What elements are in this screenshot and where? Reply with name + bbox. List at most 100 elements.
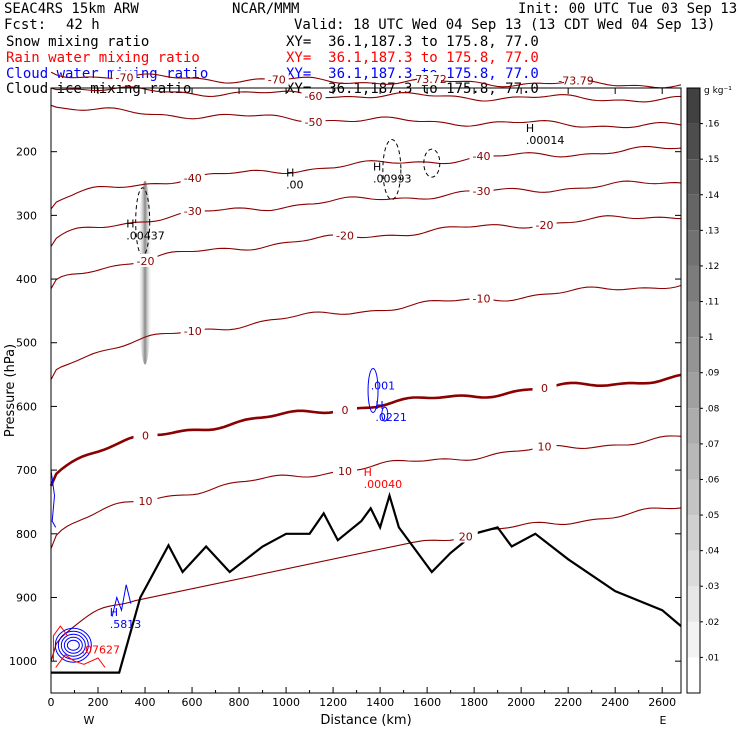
- isotherm-label-bg: [453, 529, 478, 543]
- isotherm-label: -20: [536, 219, 554, 232]
- isotherm-label: -70: [116, 72, 134, 85]
- isotherm-label-bg: [469, 149, 494, 163]
- colorbar-cell: [687, 88, 700, 124]
- isotherm-label: -73.72: [411, 73, 446, 86]
- terrain-line: [51, 491, 682, 674]
- y-tick-label: 200: [16, 146, 37, 159]
- center-name: NCAR/MMM: [232, 1, 300, 17]
- y-tick-label: 1000: [9, 655, 37, 668]
- colorbar-tick-label: .03: [705, 582, 719, 592]
- max-marker: H: [286, 167, 294, 180]
- colorbar-tick-label: .13: [705, 226, 719, 236]
- terrain-profile: [51, 491, 682, 674]
- x-end-label-east: E: [660, 714, 667, 727]
- cloud-water-contour: [54, 627, 92, 663]
- x-tick-label: 1200: [319, 696, 347, 709]
- colorbar-cell: [687, 230, 700, 266]
- cloud-ice-contour: [382, 139, 402, 201]
- x-tick-label: 600: [182, 696, 203, 709]
- isotherm-label: -10: [184, 325, 202, 338]
- isotherm-label-bg: [133, 493, 158, 507]
- max-value: .00040: [364, 478, 403, 491]
- x-tick-label: 1600: [413, 696, 441, 709]
- colorbar-tick-label: .15: [705, 155, 719, 165]
- colorbar-tick-label: .12: [705, 262, 719, 272]
- y-axis-label: Pressure (hPa): [3, 344, 18, 437]
- max-marker: H: [110, 606, 118, 619]
- isotherm-20: [50, 507, 682, 662]
- init-time: Init: 00 UTC Tue 03 Sep 13: [518, 1, 738, 17]
- y-tick-label: 700: [16, 464, 37, 477]
- x-tick-label: 1000: [272, 696, 300, 709]
- isotherm-label: -20: [336, 230, 354, 243]
- y-tick-label: 600: [16, 400, 37, 413]
- isotherm-label-bg: [469, 291, 494, 305]
- cloud-water-contour: [60, 633, 86, 657]
- max-value: .00014: [526, 134, 565, 147]
- isotherm-m30: [50, 180, 682, 247]
- colorbar-tick-label: .08: [705, 404, 720, 414]
- max-marker: H: [373, 160, 381, 173]
- plot-frame: [50, 87, 682, 694]
- isotherm-label-bg: [133, 253, 158, 267]
- model-name: SEAC4RS 15km ARW: [4, 1, 139, 17]
- isotherm-label-bg: [333, 228, 357, 242]
- field-name-rain: Rain water mixing ratio: [6, 50, 200, 66]
- isotherm-m40: [50, 145, 682, 210]
- colorbar-cell: [687, 515, 700, 551]
- isotherm-label: 0: [541, 382, 548, 395]
- isotherm-label: -73.79: [558, 74, 593, 87]
- mixing-ratio-contours: [50, 139, 441, 668]
- isotherm-label-bg: [532, 217, 557, 231]
- isotherm-m10: [50, 284, 682, 380]
- cloud-water-contour: [57, 630, 89, 660]
- colorbar-cell: [687, 123, 700, 160]
- max-marker: H: [364, 466, 372, 479]
- colorbar-cell: [687, 265, 700, 302]
- isotherm-label: -50: [305, 116, 323, 129]
- isotherm-label: -60: [305, 90, 323, 103]
- isotherm-label-bg: [333, 463, 357, 477]
- max-value: .0221: [375, 411, 407, 424]
- max-value: .00993: [373, 172, 412, 185]
- colorbar-tick-label: .16: [705, 120, 720, 130]
- max-value: .00437: [126, 230, 165, 243]
- colorbar-cell: [687, 621, 700, 658]
- colorbar-cell: [687, 408, 700, 444]
- field-xy-rain: XY= 36.1,187.3 to 175.8, 77.0: [286, 50, 539, 66]
- y-tick-label: 500: [16, 337, 37, 350]
- colorbar-cell: [687, 159, 700, 195]
- y-tick-label: 900: [16, 591, 37, 604]
- colorbar-cell: [687, 550, 700, 587]
- colorbar-unit: g kg⁻¹: [704, 86, 732, 96]
- plot-axes: 0 200 400 600 800 1000 1200 1400 1600 1800 2000 220…: [3, 87, 682, 728]
- x-tick-label: 0: [48, 696, 55, 709]
- colorbar-cell: [687, 194, 700, 231]
- isotherm-label-bg: [301, 114, 326, 128]
- isotherm-label-bg: [564, 73, 588, 87]
- x-tick-label: 2000: [507, 696, 535, 709]
- isotherm-label-bg: [264, 72, 289, 86]
- isotherm-label: 20: [459, 531, 473, 544]
- max-value: .07627: [82, 644, 121, 657]
- x-tick-label: 1400: [366, 696, 394, 709]
- isotherm-label-bg: [417, 72, 441, 86]
- isotherm-label-bg: [532, 439, 557, 453]
- x-axis-label: Distance (km): [320, 713, 411, 728]
- y-tick-label: 300: [16, 209, 37, 222]
- x-tick-label: 2400: [601, 696, 629, 709]
- isotherm-label-bg: [180, 323, 205, 337]
- isotherm-label-bg: [532, 381, 557, 395]
- colorbar-cell: [687, 479, 700, 516]
- isotherm-label: -30: [473, 185, 491, 198]
- y-tick-label: 400: [16, 273, 37, 286]
- max-value: .5813: [110, 618, 141, 631]
- cloud-water-contour: [367, 368, 379, 413]
- colorbar-cell: [687, 586, 700, 622]
- colorbar-tick-label: .01: [705, 653, 719, 663]
- isotherm-label: -20: [137, 255, 155, 268]
- isotherm-label: -70: [268, 73, 286, 86]
- isotherm-label-bg: [180, 204, 205, 218]
- field-xy-cloud-ice: XY= 36.1,187.3 to 175.8, 77.0: [286, 81, 539, 97]
